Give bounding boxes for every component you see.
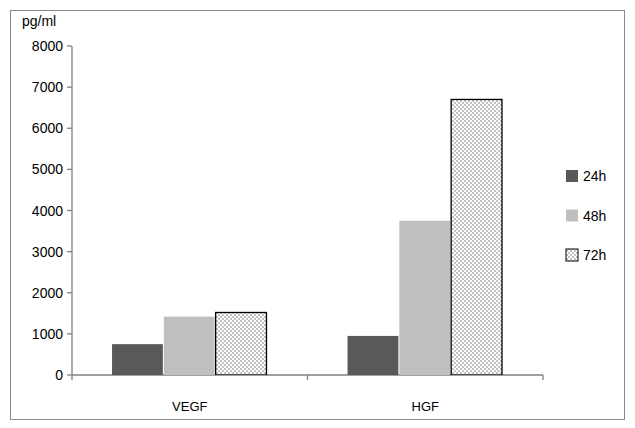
y-tick-label: 6000	[32, 120, 63, 136]
bar	[451, 99, 502, 375]
y-tick-label: 1000	[32, 326, 63, 342]
chart: 0 1000 2000 3000 4000 5000 6000 7000 8000 pg/ml VE…	[0, 0, 635, 428]
y-tick	[67, 86, 72, 87]
bar	[399, 221, 450, 375]
y-label: pg/ml	[22, 13, 56, 29]
legend-label: 48h	[583, 208, 606, 224]
y-tick-label: 0	[55, 367, 63, 383]
y-tick	[67, 169, 72, 170]
x-tick-label: HGF	[412, 399, 440, 414]
y-tick-label: 8000	[32, 38, 63, 54]
bar	[216, 312, 267, 375]
bar	[348, 336, 399, 375]
y-tick-label: 4000	[32, 203, 63, 219]
y-tick	[67, 210, 72, 211]
bar	[164, 317, 215, 375]
legend-label: 72h	[583, 247, 606, 263]
y-tick	[67, 45, 72, 46]
y-tick	[67, 374, 72, 375]
y-tick-label: 5000	[32, 161, 63, 177]
legend-swatch	[566, 249, 578, 261]
legend-swatch	[566, 210, 578, 222]
y-tick	[67, 292, 72, 293]
x-band-tick	[542, 375, 543, 380]
bar	[112, 344, 163, 375]
y-tick-label: 7000	[32, 79, 63, 95]
y-tick	[67, 128, 72, 129]
bars	[112, 99, 502, 375]
y-tick-label: 3000	[32, 244, 63, 260]
x-band-tick	[71, 375, 72, 380]
frame	[11, 11, 625, 420]
legend-swatch	[566, 170, 578, 182]
x-tick-label: VEGF	[172, 399, 207, 414]
y-tick	[67, 251, 72, 252]
y-tick	[67, 333, 72, 334]
legend-label: 24h	[583, 168, 606, 184]
y-tick-label: 2000	[32, 285, 63, 301]
x-band-tick	[307, 375, 308, 380]
